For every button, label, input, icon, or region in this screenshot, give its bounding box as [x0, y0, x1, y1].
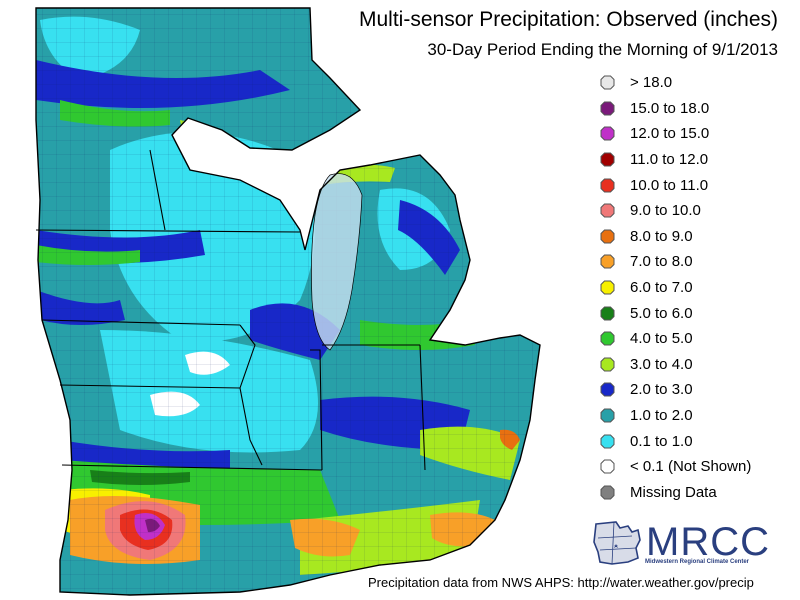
legend-item: 4.0 to 5.0: [600, 326, 795, 352]
legend-swatch: [600, 203, 615, 218]
legend-item: 3.0 to 4.0: [600, 352, 795, 378]
legend-label: 8.0 to 9.0: [630, 227, 693, 245]
legend-label: 9.0 to 10.0: [630, 202, 701, 220]
legend-item: 10.0 to 11.0: [600, 172, 795, 198]
legend-swatch: [600, 229, 615, 244]
logo-subtitle: Midwestern Regional Climate Center: [645, 559, 750, 565]
legend-label: 0.1 to 1.0: [630, 432, 693, 450]
legend-label: < 0.1 (Not Shown): [630, 458, 752, 476]
midwest-states-icon: [593, 521, 641, 565]
legend-item: 2.0 to 3.0: [600, 377, 795, 403]
legend-label: 12.0 to 15.0: [630, 125, 710, 143]
legend-label: 1.0 to 2.0: [630, 407, 693, 425]
legend-item: Missing Data: [600, 480, 795, 506]
legend-label: Missing Data: [630, 483, 717, 501]
legend-label: 6.0 to 7.0: [630, 279, 693, 297]
legend-swatch: [600, 126, 615, 141]
legend-label: 10.0 to 11.0: [630, 176, 709, 194]
legend-label: 2.0 to 3.0: [630, 381, 693, 399]
legend-swatch: [600, 357, 615, 372]
legend-swatch: [600, 75, 615, 90]
legend-item: > 18.0: [600, 70, 795, 96]
mrcc-logo: MRCC Midwestern Regional Climate Center: [592, 518, 772, 568]
legend-label: 7.0 to 8.0: [630, 253, 693, 271]
legend-label: 4.0 to 5.0: [630, 330, 693, 348]
legend-item: 8.0 to 9.0: [600, 224, 795, 250]
legend-item: 6.0 to 7.0: [600, 275, 795, 301]
legend-item: 15.0 to 18.0: [600, 96, 795, 122]
legend-swatch: [600, 254, 615, 269]
legend-label: 15.0 to 18.0: [630, 99, 710, 117]
legend-item: 0.1 to 1.0: [600, 428, 795, 454]
legend-swatch: [600, 306, 615, 321]
map-subtitle: 30-Day Period Ending the Morning of 9/1/…: [427, 40, 778, 59]
legend-swatch: [600, 101, 615, 116]
map-title: Multi-sensor Precipitation: Observed (in…: [359, 8, 778, 31]
legend-item: 5.0 to 6.0: [600, 300, 795, 326]
legend-swatch: [600, 152, 615, 167]
legend-swatch: [600, 485, 615, 500]
legend-swatch: [600, 382, 615, 397]
legend-swatch: [600, 331, 615, 346]
legend-label: 5.0 to 6.0: [630, 304, 693, 322]
legend-item: 11.0 to 12.0: [600, 147, 795, 173]
legend-swatch: [600, 434, 615, 449]
legend-item: 1.0 to 2.0: [600, 403, 795, 429]
legend-swatch: [600, 178, 615, 193]
legend-swatch: [600, 459, 615, 474]
legend-item: 7.0 to 8.0: [600, 249, 795, 275]
legend: > 18.0 15.0 to 18.0 12.0 to 15.0 11.0 to…: [600, 70, 795, 505]
legend-item: < 0.1 (Not Shown): [600, 454, 795, 480]
legend-item: 9.0 to 10.0: [600, 198, 795, 224]
data-credit: Precipitation data from NWS AHPS: http:/…: [368, 575, 754, 590]
legend-swatch: [600, 280, 615, 295]
logo-name: MRCC: [646, 520, 770, 564]
legend-swatch: [600, 408, 615, 423]
legend-item: 12.0 to 15.0: [600, 121, 795, 147]
legend-label: > 18.0: [630, 74, 673, 92]
legend-label: 11.0 to 12.0: [630, 151, 709, 169]
legend-label: 3.0 to 4.0: [630, 355, 693, 373]
